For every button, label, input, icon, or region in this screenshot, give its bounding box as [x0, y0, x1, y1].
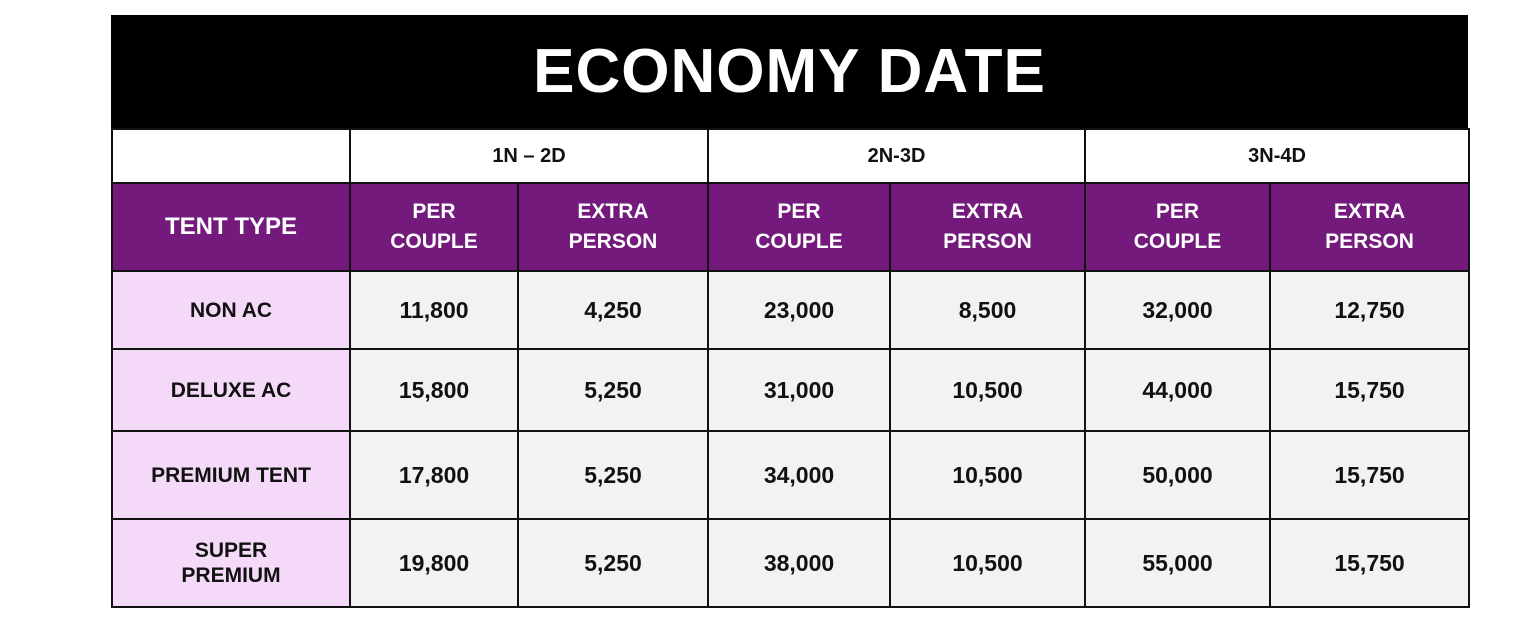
price-cell: 5,250	[517, 430, 709, 520]
price-cell: 32,000	[1084, 270, 1272, 350]
pricing-table-container: ECONOMY DATE 1N – 2D 2N-3D 3N-4D TENT TY…	[111, 15, 1471, 608]
header-line: COUPLE	[1133, 230, 1222, 253]
price-cell: 11,800	[349, 270, 519, 350]
tent-type-label: PREMIUM TENT	[151, 463, 311, 487]
tent-type-header: TENT TYPE	[111, 182, 351, 272]
price-cell: 44,000	[1084, 348, 1272, 432]
price-cell: 34,000	[707, 430, 891, 520]
table-row: PREMIUM TENT 17,800 5,250 34,000 10,500 50,00…	[111, 430, 1471, 520]
tent-type-label: NON AC	[189, 298, 273, 322]
header-line: COUPLE	[755, 230, 843, 253]
duration-header: 2N-3D	[706, 128, 1087, 184]
header-line: PER	[412, 200, 456, 223]
empty-header-cell	[111, 128, 351, 184]
tent-type-cell: DELUXE AC	[111, 348, 351, 432]
tent-type-label: PREMIUM	[181, 564, 281, 587]
price-cell: 23,000	[707, 270, 891, 350]
duration-header: 1N – 2D	[349, 128, 709, 184]
header-line: PER	[1155, 200, 1200, 223]
header-line: PERSON	[1325, 230, 1414, 253]
price-cell: 8,500	[888, 270, 1087, 350]
subheader-row: TENT TYPE PER COUPLE EXTRA PERSON PER COUPLE E…	[111, 182, 1471, 272]
table-row: NON AC 11,800 4,250 23,000 8,500 32,000 12,750	[111, 270, 1471, 350]
per-couple-header: PER COUPLE	[349, 182, 519, 272]
price-cell: 15,750	[1269, 430, 1471, 520]
price-cell: 5,250	[517, 518, 709, 608]
price-cell: 38,000	[707, 518, 891, 608]
price-cell: 12,750	[1269, 270, 1471, 350]
price-cell: 15,800	[349, 348, 519, 432]
duration-header: 3N-4D	[1084, 128, 1471, 184]
pricing-table: 1N – 2D 2N-3D 3N-4D TENT TYPE PER COUPLE E…	[111, 128, 1471, 608]
price-cell: 50,000	[1084, 430, 1272, 520]
table-title: ECONOMY DATE	[111, 15, 1468, 128]
price-cell: 55,000	[1084, 518, 1272, 608]
table-row: SUPER PREMIUM 19,800 5,250 38,000 10,500 55,00…	[111, 518, 1471, 608]
header-line: PER	[777, 200, 821, 223]
duration-header-row: 1N – 2D 2N-3D 3N-4D	[111, 128, 1471, 184]
per-couple-header: PER COUPLE	[707, 182, 891, 272]
price-cell: 5,250	[517, 348, 709, 432]
extra-person-header: EXTRA PERSON	[517, 182, 709, 272]
price-cell: 10,500	[888, 348, 1087, 432]
header-line: PERSON	[943, 230, 1032, 253]
price-cell: 19,800	[349, 518, 519, 608]
extra-person-header: EXTRA PERSON	[888, 182, 1087, 272]
price-cell: 4,250	[517, 270, 709, 350]
price-cell: 10,500	[888, 430, 1087, 520]
tent-type-label: SUPER	[194, 539, 268, 562]
header-line: EXTRA	[1333, 200, 1406, 223]
price-cell: 15,750	[1269, 518, 1471, 608]
table-row: DELUXE AC 15,800 5,250 31,000 10,500 44,000 15…	[111, 348, 1471, 432]
header-line: EXTRA	[577, 200, 649, 223]
header-line: EXTRA	[951, 200, 1024, 223]
tent-type-cell: SUPER PREMIUM	[111, 518, 351, 608]
price-cell: 10,500	[888, 518, 1087, 608]
extra-person-header: EXTRA PERSON	[1269, 182, 1471, 272]
header-line: COUPLE	[390, 230, 478, 253]
tent-type-cell: NON AC	[111, 270, 351, 350]
price-cell: 31,000	[707, 348, 891, 432]
price-cell: 17,800	[349, 430, 519, 520]
tent-type-label: DELUXE AC	[170, 378, 292, 402]
per-couple-header: PER COUPLE	[1084, 182, 1272, 272]
tent-type-cell: PREMIUM TENT	[111, 430, 351, 520]
header-line: PERSON	[568, 230, 658, 253]
price-cell: 15,750	[1269, 348, 1471, 432]
